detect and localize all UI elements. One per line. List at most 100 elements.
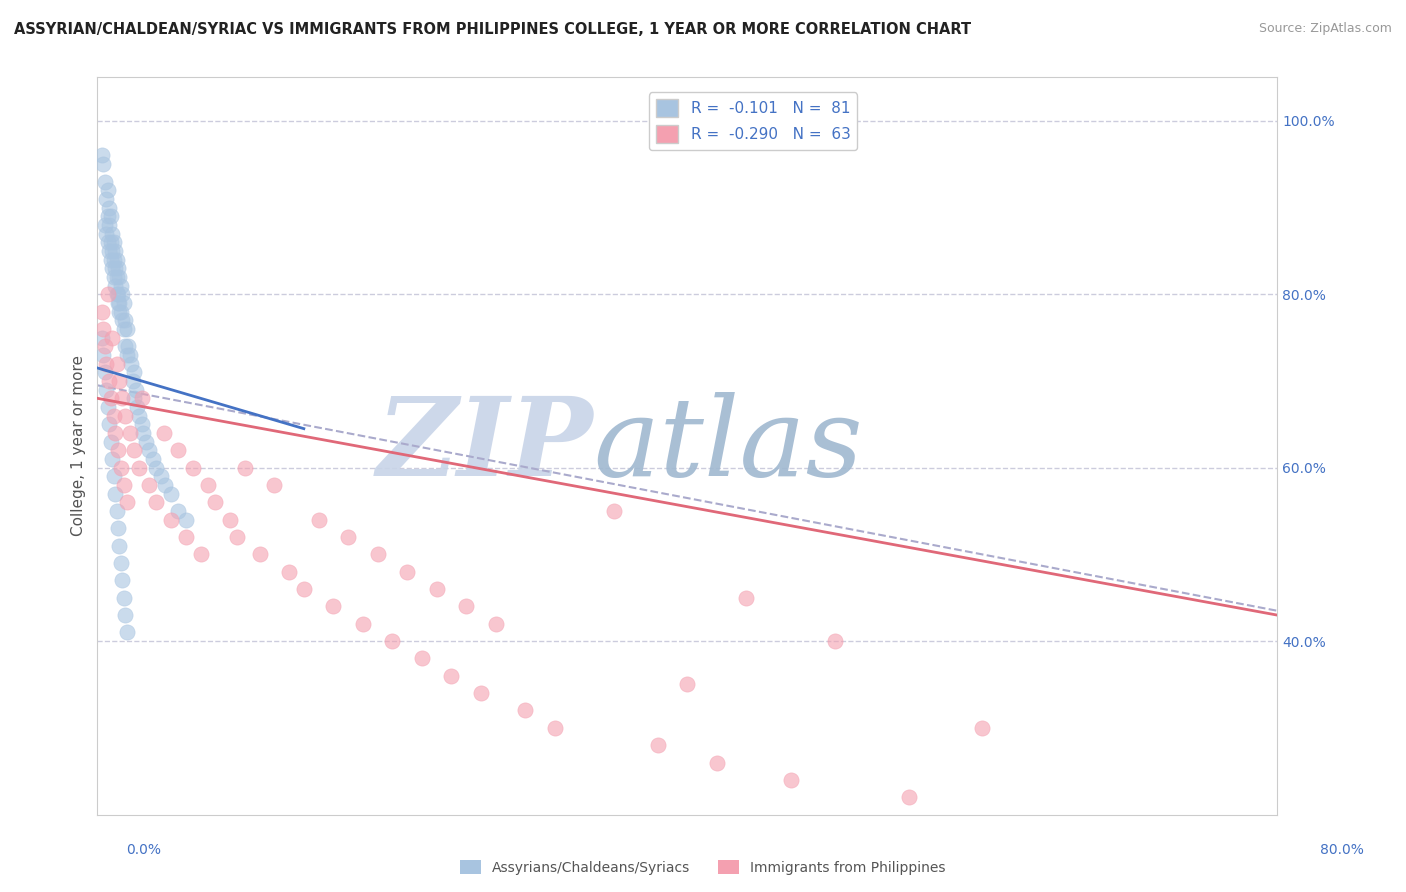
Point [322,599,344,614]
Text: atlas: atlas [593,392,862,500]
Point [108,304,131,318]
Point [115,348,138,362]
Point [127,400,149,414]
Point [111,287,134,301]
Point [98,417,121,432]
Point [160,513,183,527]
Point [105,357,128,371]
Point [104,261,127,276]
Point [114,339,136,353]
Point [112,478,135,492]
Point [135,434,157,449]
Point [112,296,135,310]
Point [122,392,145,406]
Point [112,591,135,605]
Point [103,469,125,483]
Point [103,269,125,284]
Point [308,513,330,527]
Point [98,244,121,258]
Point [352,616,374,631]
Point [706,756,728,770]
Point [647,738,669,752]
Point [100,434,122,449]
Text: 80.0%: 80.0% [1320,843,1364,857]
Point [152,425,174,440]
Point [735,591,758,605]
Legend: Assyrians/Chaldeans/Syriacs, Immigrants from Philippines: Assyrians/Chaldeans/Syriacs, Immigrants … [454,855,952,880]
Point [100,209,122,223]
Point [100,392,122,406]
Point [115,322,138,336]
Point [104,244,127,258]
Point [97,235,120,250]
Point [100,235,122,250]
Point [676,677,699,691]
Point [381,634,404,648]
Point [142,452,165,467]
Point [96,192,118,206]
Point [107,521,129,535]
Point [125,383,148,397]
Point [337,530,360,544]
Point [278,565,301,579]
Point [145,460,167,475]
Point [426,582,449,596]
Point [121,374,143,388]
Point [105,269,128,284]
Point [98,374,121,388]
Point [105,252,128,267]
Text: 0.0%: 0.0% [127,843,162,857]
Point [972,721,994,735]
Point [190,548,212,562]
Point [117,339,139,353]
Point [160,486,183,500]
Point [93,365,115,379]
Point [111,313,134,327]
Point [101,261,124,276]
Point [91,322,114,336]
Point [107,287,129,301]
Point [98,201,121,215]
Point [118,425,141,440]
Point [110,460,132,475]
Point [115,625,138,640]
Point [367,548,389,562]
Point [96,383,118,397]
Point [90,304,112,318]
Point [96,227,118,241]
Point [128,409,150,423]
Point [103,252,125,267]
Point [138,443,160,458]
Point [110,278,132,293]
Point [108,269,131,284]
Point [174,530,197,544]
Point [101,244,124,258]
Point [111,574,134,588]
Point [543,721,565,735]
Point [411,651,433,665]
Point [105,287,128,301]
Point [104,486,127,500]
Point [174,513,197,527]
Point [167,504,190,518]
Point [101,330,124,344]
Point [114,608,136,623]
Point [118,348,141,362]
Point [513,704,536,718]
Point [153,478,176,492]
Point [97,209,120,223]
Point [96,357,118,371]
Point [131,417,153,432]
Point [181,460,204,475]
Point [91,348,114,362]
Text: Source: ZipAtlas.com: Source: ZipAtlas.com [1258,22,1392,36]
Point [122,365,145,379]
Point [226,530,249,544]
Point [114,313,136,327]
Point [396,565,419,579]
Text: ZIP: ZIP [377,392,593,500]
Point [110,556,132,570]
Point [103,409,125,423]
Point [233,460,256,475]
Point [101,452,124,467]
